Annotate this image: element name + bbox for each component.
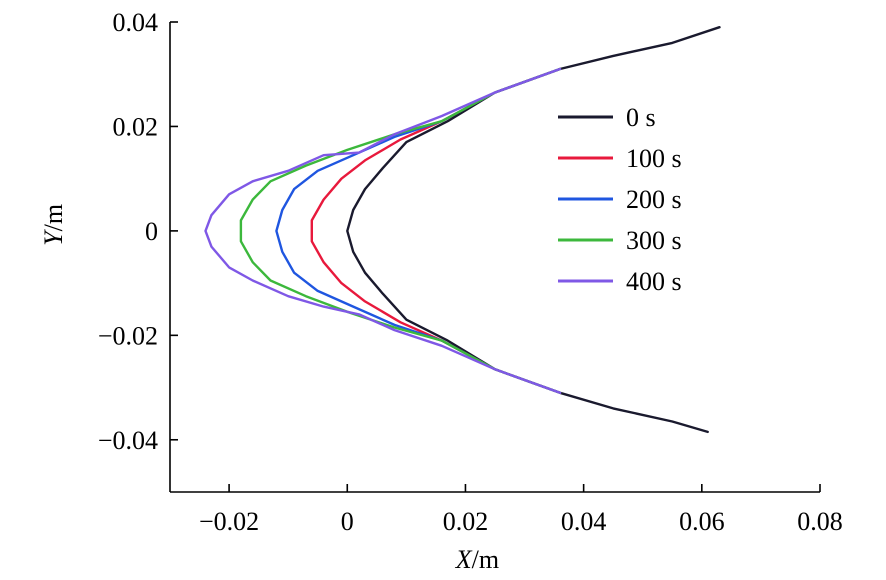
x-axis-label-var: X bbox=[455, 545, 473, 574]
legend-label: 400 s bbox=[626, 267, 682, 296]
y-tick-label: −0.04 bbox=[98, 426, 158, 455]
x-tick-label: 0.06 bbox=[679, 507, 725, 536]
y-axis-label-unit: /m bbox=[39, 204, 68, 231]
y-tick-label: 0.02 bbox=[113, 112, 159, 141]
legend-label: 0 s bbox=[626, 103, 656, 132]
x-tick-label: 0.02 bbox=[443, 507, 489, 536]
y-tick-label: 0 bbox=[145, 217, 158, 246]
y-axis-label-var: Y bbox=[39, 229, 68, 246]
legend-label: 100 s bbox=[626, 144, 682, 173]
legend-label: 300 s bbox=[626, 226, 682, 255]
x-tick-label: 0.08 bbox=[797, 507, 843, 536]
series-line-300s bbox=[239, 67, 562, 394]
series-line-200s bbox=[275, 67, 562, 394]
y-tick-label: 0.04 bbox=[113, 8, 159, 37]
series-line-400s bbox=[204, 67, 562, 394]
legend: 0 s 100 s 200 s 300 s 400 s bbox=[558, 103, 682, 296]
axes: −0.02 0 0.02 0.04 0.06 0.08 0.04 0.02 0 −0.02 −0.0… bbox=[98, 8, 843, 536]
x-tick-label: 0.04 bbox=[561, 507, 607, 536]
x-axis-label: X/m bbox=[455, 545, 499, 574]
y-axis-label: Y/m bbox=[39, 204, 68, 246]
axis-labels: X/mY/m bbox=[39, 204, 499, 574]
series-layer bbox=[204, 26, 721, 434]
x-tick-label: −0.02 bbox=[199, 507, 259, 536]
x-axis-label-unit: /m bbox=[472, 545, 499, 574]
series-line-100s bbox=[310, 67, 562, 394]
legend-label: 200 s bbox=[626, 185, 682, 214]
y-tick-label: −0.02 bbox=[98, 321, 158, 350]
x-tick-label: 0 bbox=[341, 507, 354, 536]
